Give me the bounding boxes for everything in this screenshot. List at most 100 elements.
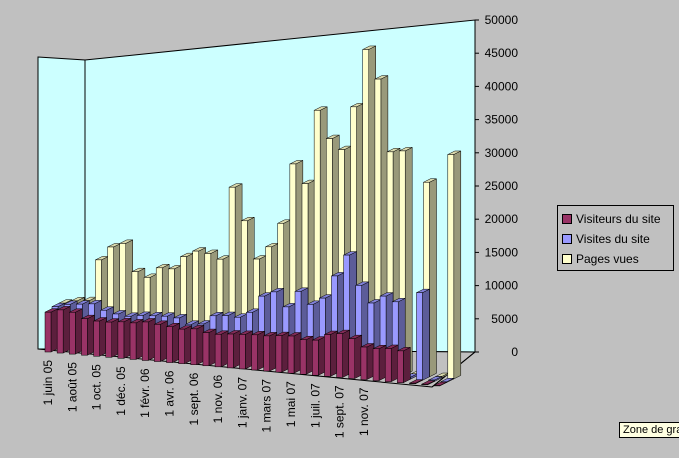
bar: [409, 379, 423, 385]
bar-side: [453, 150, 462, 380]
bar-front: [141, 321, 149, 361]
bar: [93, 317, 107, 357]
bar: [447, 150, 462, 380]
bar: [372, 344, 387, 382]
legend-item-pages: Pages vues: [562, 249, 673, 269]
bar: [384, 344, 399, 383]
bar: [117, 317, 132, 359]
bar-front: [336, 333, 343, 378]
bars: [44, 45, 462, 387]
bar-front: [263, 335, 270, 372]
bar-front: [178, 328, 185, 364]
bar-front: [397, 350, 404, 383]
y-tick-label: 20000: [485, 212, 519, 226]
bar: [141, 318, 156, 361]
bar-front: [44, 311, 52, 353]
bar-front: [105, 321, 112, 358]
bar: [299, 335, 314, 375]
bar-front: [214, 334, 222, 368]
x-tick-label: 1 sept. 07: [333, 385, 347, 438]
tooltip: Zone de graphique: [619, 422, 679, 438]
x-tick-label: 1 sept. 06: [187, 372, 201, 425]
bar-front: [129, 322, 137, 360]
bar-front: [69, 312, 76, 355]
legend-label-visiteurs: Visiteurs du site: [576, 212, 661, 226]
bar-front: [190, 328, 198, 365]
bar-front: [447, 154, 455, 380]
bar: [423, 178, 437, 378]
bar: [69, 308, 83, 355]
bar-side: [429, 178, 437, 378]
bar-front: [81, 318, 88, 356]
legend-swatch-visiteurs: [562, 214, 572, 224]
bar: [214, 330, 229, 368]
y-axis: 0 5000 10000 15000 20000 25000 30000 35000 40000…: [431, 13, 519, 388]
bar-front: [348, 338, 355, 379]
bar-front: [227, 333, 234, 369]
bar: [251, 330, 265, 371]
y-tick-label: 50000: [485, 13, 519, 27]
bar-front: [360, 346, 368, 380]
bar-front: [239, 334, 246, 370]
bar: [105, 318, 119, 358]
bar-side: [422, 288, 430, 381]
bar: [154, 320, 168, 362]
x-tick-label: 1 juin 05: [41, 360, 55, 406]
y-tick-label: 30000: [485, 146, 519, 160]
bar: [397, 346, 411, 384]
bar-front: [384, 348, 392, 382]
x-tick-label: 1 janv. 07: [235, 377, 249, 428]
bar-side: [403, 346, 411, 384]
bar-front: [275, 335, 283, 373]
bar-front: [372, 348, 380, 381]
legend-label-visites: Visites du site: [576, 232, 650, 246]
bar: [44, 308, 59, 353]
legend-item-visiteurs: Visiteurs du site: [562, 209, 673, 229]
y-tick-label: 5000: [491, 312, 518, 326]
x-tick-label: 1 oct. 05: [90, 364, 104, 410]
y-tick-label: 15000: [485, 245, 519, 259]
x-tick-label: 1 août 05: [65, 362, 79, 412]
bar: [56, 305, 71, 354]
x-tick-label: 1 nov. 07: [357, 387, 371, 436]
bar: [263, 331, 277, 372]
bar: [129, 318, 144, 360]
bar-front: [166, 326, 173, 363]
bar: [360, 343, 375, 380]
bar: [398, 147, 413, 376]
bar-front: [324, 334, 331, 377]
y-tick-label: 45000: [485, 46, 519, 60]
x-tick-label: 1 nov. 06: [211, 375, 225, 424]
bar-front: [416, 292, 423, 381]
legend-item-visites: Visites du site: [562, 229, 673, 249]
y-tick-label: 35000: [485, 113, 519, 127]
bar-front: [251, 334, 258, 371]
y-tick-label: 0: [511, 345, 518, 359]
bar: [81, 314, 95, 356]
bar-front: [93, 320, 100, 357]
bar: [202, 328, 217, 367]
legend[interactable]: Visiteurs du site Visites du site Pages …: [557, 205, 674, 271]
bar-front: [287, 335, 295, 374]
x-tick-label: 1 juil. 07: [308, 383, 322, 428]
bar: [287, 332, 302, 374]
bar-front: [409, 382, 416, 385]
y-tick-label: 40000: [485, 79, 519, 93]
bar: [239, 330, 253, 370]
bar: [166, 322, 180, 364]
legend-swatch-visites: [562, 234, 572, 244]
x-tick-label: 1 avr. 06: [163, 370, 177, 416]
legend-swatch-pages: [562, 254, 572, 264]
bar: [227, 330, 241, 369]
x-tick-label: 1 mars 07: [260, 379, 274, 433]
bar: [190, 324, 205, 366]
x-tick-label: 1 mai 07: [284, 381, 298, 427]
bar-front: [202, 332, 210, 367]
x-tick-label: 1 févr. 06: [138, 368, 152, 418]
bar: [275, 331, 290, 373]
x-tick-label: 1 déc. 05: [114, 366, 128, 416]
bar-front: [154, 324, 161, 362]
y-tick-label: 10000: [485, 279, 519, 293]
